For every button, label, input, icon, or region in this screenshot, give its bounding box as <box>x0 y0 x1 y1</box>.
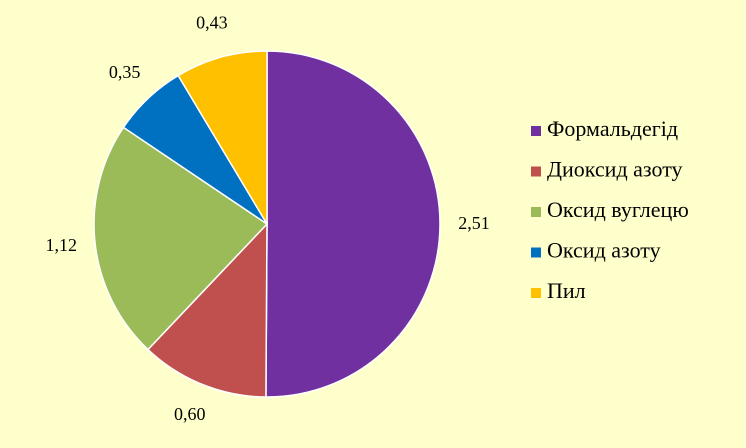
value-label: 2,51 <box>458 213 490 233</box>
legend-swatch <box>531 247 541 258</box>
value-label: 0,60 <box>174 404 206 424</box>
legend-label: Оксид вуглецю <box>547 197 689 222</box>
legend-swatch <box>531 126 541 136</box>
pie-slice <box>177 50 268 227</box>
pie-slice <box>146 222 268 398</box>
legend-label: Пил <box>547 278 586 303</box>
legend-swatch <box>531 207 541 217</box>
pie-slice <box>265 50 441 398</box>
value-label: 0,43 <box>196 13 228 33</box>
value-label: 0,35 <box>109 62 141 82</box>
legend-swatch <box>531 288 541 298</box>
legend-label: Оксид азоту <box>547 238 661 263</box>
legend-label: Формальдегід <box>547 116 678 141</box>
pie-slice <box>93 126 269 351</box>
value-label: 1,12 <box>45 235 77 255</box>
legend-label: Диоксид азоту <box>547 157 683 182</box>
legend-swatch <box>531 166 541 177</box>
